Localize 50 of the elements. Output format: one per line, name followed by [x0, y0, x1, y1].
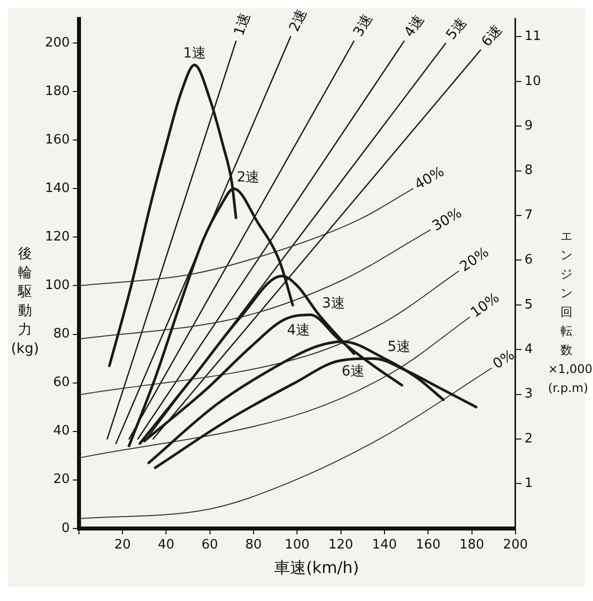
- text: 5速: [443, 14, 470, 43]
- text: 3速: [350, 12, 376, 40]
- text: 4速: [401, 12, 428, 40]
- y-tick-label: 20: [53, 472, 70, 488]
- text: 0%: [490, 347, 518, 373]
- series-label: 3速: [322, 295, 345, 312]
- x-tick-label: 100: [284, 538, 310, 553]
- y2-tick-label: 10: [524, 74, 542, 89]
- y-tick-label: 140: [44, 181, 70, 196]
- x-tick-label: 20: [114, 538, 131, 553]
- series-label: 4速: [287, 322, 310, 338]
- x-tick-label: 200: [503, 538, 528, 553]
- series-label: 1速: [183, 46, 206, 62]
- x-tick-label: 180: [459, 538, 484, 553]
- text: 40%: [412, 164, 448, 194]
- text: 2速: [286, 6, 310, 34]
- text: エンジン回転数×1,000(r.p.m): [548, 228, 592, 394]
- text: 30%: [430, 205, 465, 235]
- y2-tick-label: 1: [524, 476, 533, 492]
- x-tick-label: 80: [245, 538, 262, 553]
- y2-tick-label: 7: [524, 208, 533, 223]
- y2-tick-label: 9: [524, 118, 533, 134]
- x-tick-label: 120: [328, 538, 354, 553]
- x-tick-label: 60: [202, 538, 218, 553]
- y-tick-label: 180: [44, 84, 70, 99]
- text: 1速: [231, 10, 254, 38]
- y-tick-label: 80: [53, 326, 70, 342]
- y-tick-label: 0: [62, 520, 70, 536]
- text: 6速: [478, 22, 506, 50]
- series-label: 5速: [387, 339, 410, 356]
- y-tick-label: 40: [53, 424, 70, 439]
- x-tick-label: 160: [416, 538, 441, 553]
- y2-tick-label: 4: [524, 342, 533, 357]
- x-axis-title: 車速(km/h): [273, 557, 360, 579]
- x-tick-label: 140: [372, 538, 397, 553]
- y2-tick-label: 11: [524, 29, 542, 44]
- y2-tick-label: 5: [524, 297, 533, 312]
- y2-tick-label: 6: [524, 252, 533, 268]
- series-label: 6速: [342, 364, 365, 380]
- y-tick-label: 120: [44, 230, 70, 245]
- series-label: 2速: [236, 169, 260, 186]
- y-tick-label: 60: [53, 375, 70, 390]
- y-axis-title: 後輪駆動力(kg): [10, 245, 40, 359]
- y-tick-label: 100: [44, 278, 70, 294]
- y-tick-label: 160: [44, 132, 70, 148]
- y2-tick-label: 2: [524, 431, 533, 446]
- x-tick-label: 40: [158, 538, 174, 553]
- y-tick-label: 200: [44, 35, 70, 50]
- y2-tick-label: 8: [524, 163, 533, 178]
- y2-tick-label: 3: [524, 386, 533, 402]
